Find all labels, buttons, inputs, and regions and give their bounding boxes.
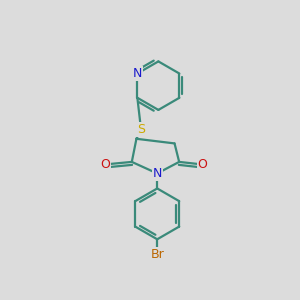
- Text: Br: Br: [150, 248, 164, 261]
- Text: O: O: [100, 158, 110, 171]
- Text: S: S: [137, 123, 145, 136]
- Text: N: N: [133, 67, 142, 80]
- Text: O: O: [197, 158, 207, 171]
- Text: N: N: [152, 167, 162, 180]
